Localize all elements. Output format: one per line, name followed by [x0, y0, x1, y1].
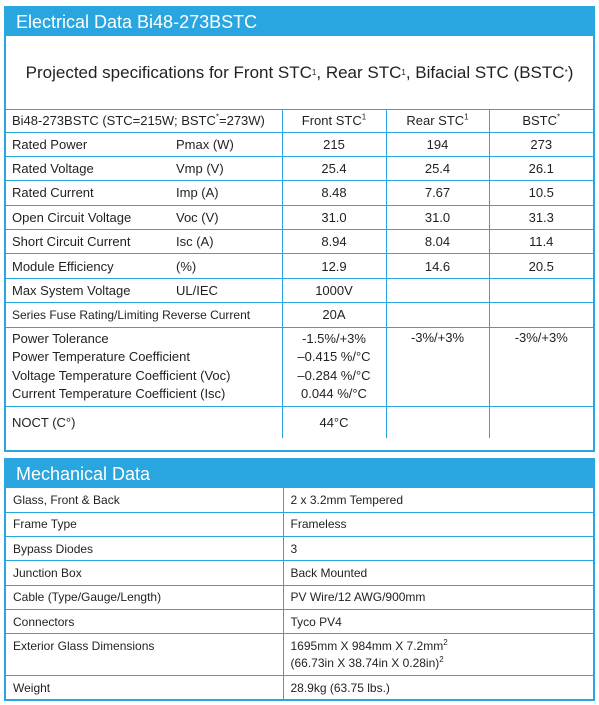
- rear-value: -3%/+3%: [385, 326, 490, 407]
- table-row: Open Circuit Voltage Voc (V) 31.0 31.0 31…: [6, 204, 593, 231]
- row-value: 3: [283, 536, 593, 561]
- specifications-subtitle: Projected specifications for Front STC 1,…: [6, 36, 593, 110]
- electrical-data-panel: Electrical Data Bi48-273BSTC Projected s…: [4, 6, 595, 452]
- row-symbol: Isc (A): [176, 234, 214, 250]
- front-value: 8.94: [281, 229, 387, 255]
- row-symbol: Imp (A): [176, 185, 219, 201]
- table-row: Bypass Diodes 3: [6, 536, 593, 561]
- front-value: –0.284 %/°C: [297, 367, 371, 383]
- row-label: Rated Power: [12, 136, 88, 152]
- row-symbol: UL/IEC: [176, 283, 218, 299]
- row-label: Series Fuse Rating/Limiting Reverse Curr…: [6, 302, 283, 328]
- bstc-value: 31.3: [488, 204, 593, 231]
- bstc-value: 20.5: [488, 253, 593, 279]
- table-row: Short Circuit Current Isc (A) 8.94 8.04 1…: [6, 229, 593, 255]
- row-label: Bypass Diodes: [6, 536, 284, 561]
- bstc-value: 10.5: [488, 180, 593, 206]
- front-value: 1000V: [281, 277, 387, 304]
- row-label: Rated Voltage: [12, 161, 94, 177]
- bstc-value: -3%/+3%: [488, 326, 593, 407]
- table-row: Rated Current Imp (A) 8.48 7.67 10.5: [6, 180, 593, 206]
- table-row: Junction Box Back Mounted: [6, 560, 593, 586]
- rear-stc-column-header: Rear STC1: [385, 110, 490, 133]
- row-label: Frame Type: [6, 511, 284, 537]
- table-row: Rated Voltage Vmp (V) 25.4 25.4 26.1: [6, 155, 593, 182]
- noct-row: NOCT (C°) 44°C: [6, 405, 593, 439]
- row-label: Open Circuit Voltage: [12, 209, 132, 225]
- row-value: 1695mm X 984mm X 7.2mm2 (66.73in X 38.74…: [283, 633, 593, 676]
- rear-value: 31.0: [385, 204, 490, 231]
- table-row: Glass, Front & Back 2 x 3.2mm Tempered: [6, 488, 593, 513]
- rear-value: 14.6: [385, 253, 490, 279]
- row-label: Exterior Glass Dimensions: [6, 633, 284, 676]
- rear-value: 8.04: [385, 229, 490, 255]
- model-column-header: Bi48-273BSTC (STC=215W; BSTC*=273W): [6, 110, 283, 133]
- row-label: Module Efficiency: [12, 258, 114, 274]
- front-value: 8.48: [281, 180, 387, 206]
- row-label: Rated Current: [12, 185, 94, 201]
- electrical-data-header: Electrical Data Bi48-273BSTC: [6, 8, 593, 36]
- electrical-spec-table: Bi48-273BSTC (STC=215W; BSTC*=273W) Fron…: [6, 110, 593, 439]
- row-value: Tyco PV4: [283, 608, 593, 634]
- row-label: Power Temperature Coefficient: [12, 349, 191, 365]
- table-header-row: Bi48-273BSTC (STC=215W; BSTC*=273W) Fron…: [6, 110, 593, 133]
- row-label: Weight: [6, 675, 284, 701]
- table-row: Connectors Tyco PV4: [6, 608, 593, 634]
- row-symbol: Vmp (V): [176, 161, 224, 177]
- max-system-voltage-row: Max System Voltage UL/IEC 1000V: [6, 277, 593, 304]
- row-label: Connectors: [6, 608, 284, 634]
- front-value: -1.5%/+3%: [302, 330, 366, 346]
- mechanical-spec-table: Glass, Front & Back 2 x 3.2mm Tempered F…: [6, 488, 593, 701]
- row-symbol: Voc (V): [176, 209, 219, 225]
- row-label: Short Circuit Current: [12, 234, 131, 250]
- front-value: 0.044 %/°C: [301, 386, 367, 402]
- row-label: Current Temperature Coefficient (Isc): [12, 386, 226, 402]
- front-value: 20A: [281, 302, 387, 328]
- row-label: Cable (Type/Gauge/Length): [6, 584, 284, 610]
- row-value: Back Mounted: [283, 560, 593, 586]
- front-value: 12.9: [281, 253, 387, 279]
- bstc-value: 11.4: [488, 229, 593, 255]
- bstc-value: 26.1: [488, 155, 593, 182]
- front-value: 31.0: [281, 204, 387, 231]
- front-value: 25.4: [281, 155, 387, 182]
- rear-value: 7.67: [385, 180, 490, 206]
- row-value: 2 x 3.2mm Tempered: [290, 492, 404, 507]
- rear-value: 194: [385, 131, 490, 157]
- front-value: –0.415 %/°C: [297, 349, 371, 365]
- table-row: Module Efficiency (%) 12.9 14.6 20.5: [6, 253, 593, 279]
- row-label: Max System Voltage: [12, 283, 131, 299]
- row-value: PV Wire/12 AWG/900mm: [283, 584, 593, 610]
- row-label: Glass, Front & Back: [6, 488, 284, 513]
- row-symbol: (%): [176, 258, 197, 274]
- row-label: Voltage Temperature Coefficient (Voc): [12, 367, 231, 383]
- table-row: Rated Power Pmax (W) 215 194 273: [6, 131, 593, 157]
- table-row: Cable (Type/Gauge/Length) PV Wire/12 AWG…: [6, 584, 593, 610]
- row-symbol: Pmax (W): [176, 136, 234, 152]
- series-fuse-row: Series Fuse Rating/Limiting Reverse Curr…: [6, 302, 593, 328]
- tolerance-coefficient-row: Power Tolerance Power Temperature Coeffi…: [6, 326, 593, 407]
- mechanical-data-header: Mechanical Data: [6, 460, 593, 488]
- row-value: 28.9kg (63.75 lbs.): [283, 675, 593, 701]
- mechanical-data-panel: Mechanical Data Glass, Front & Back 2 x …: [4, 458, 595, 701]
- bstc-value: 273: [488, 131, 593, 157]
- rear-value: 25.4: [385, 155, 490, 182]
- front-value: 215: [281, 131, 387, 157]
- table-row: Frame Type Frameless: [6, 511, 593, 537]
- bstc-column-header: BSTC*: [488, 110, 593, 133]
- row-value: Frameless: [283, 511, 593, 537]
- dimensions-row: Exterior Glass Dimensions 1695mm X 984mm…: [6, 633, 593, 676]
- weight-row: Weight 28.9kg (63.75 lbs.): [6, 675, 593, 701]
- row-label: Junction Box: [6, 560, 284, 586]
- row-label: Power Tolerance: [12, 330, 109, 346]
- row-label: NOCT (C°): [6, 405, 283, 439]
- front-value: 44°C: [281, 405, 387, 439]
- front-stc-column-header: Front STC1: [281, 110, 387, 133]
